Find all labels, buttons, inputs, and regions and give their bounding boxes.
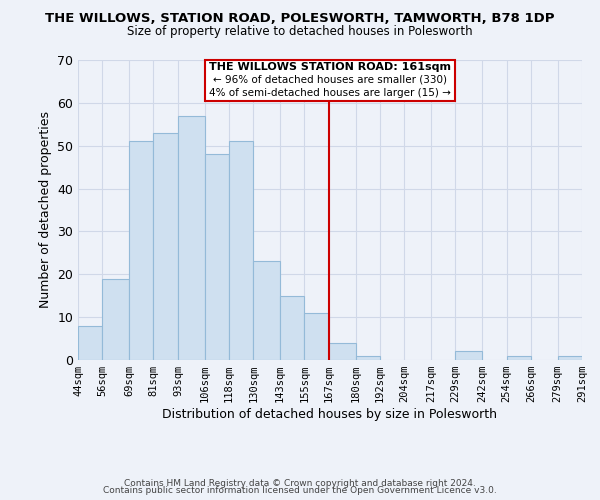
Text: THE WILLOWS, STATION ROAD, POLESWORTH, TAMWORTH, B78 1DP: THE WILLOWS, STATION ROAD, POLESWORTH, T… (45, 12, 555, 26)
Text: ← 96% of detached houses are smaller (330): ← 96% of detached houses are smaller (33… (213, 75, 447, 85)
Text: THE WILLOWS STATION ROAD: 161sqm: THE WILLOWS STATION ROAD: 161sqm (209, 62, 451, 72)
Bar (455, 352, 482, 360)
Text: Contains public sector information licensed under the Open Government Licence v3: Contains public sector information licen… (103, 486, 497, 495)
Text: Size of property relative to detached houses in Polesworth: Size of property relative to detached ho… (127, 25, 473, 38)
Bar (205, 60, 455, 100)
Bar (253, 262, 280, 360)
Bar (129, 142, 154, 360)
Bar (154, 133, 178, 360)
Bar (356, 356, 380, 360)
Bar (280, 296, 304, 360)
Bar (506, 356, 531, 360)
Y-axis label: Number of detached properties: Number of detached properties (38, 112, 52, 308)
Text: Contains HM Land Registry data © Crown copyright and database right 2024.: Contains HM Land Registry data © Crown c… (124, 478, 476, 488)
X-axis label: Distribution of detached houses by size in Polesworth: Distribution of detached houses by size … (163, 408, 497, 421)
Bar (304, 313, 329, 360)
Bar (178, 116, 205, 360)
Bar (205, 154, 229, 360)
Bar (329, 343, 356, 360)
Bar (103, 278, 129, 360)
Bar (229, 142, 253, 360)
Bar (557, 356, 582, 360)
Bar (78, 326, 103, 360)
Text: 4% of semi-detached houses are larger (15) →: 4% of semi-detached houses are larger (1… (209, 88, 451, 98)
